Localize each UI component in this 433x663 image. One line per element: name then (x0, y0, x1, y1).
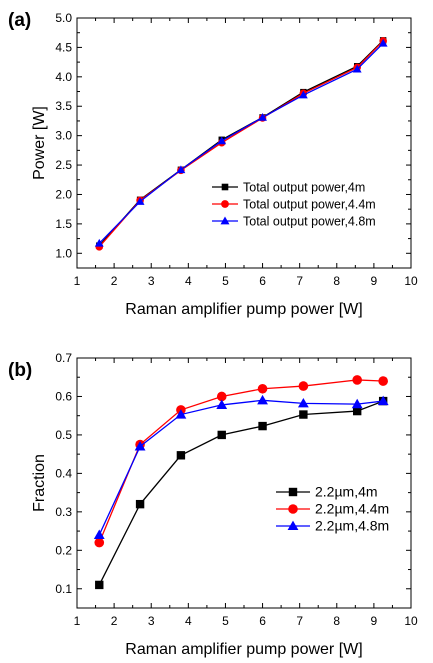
y-tick-label: 2.5 (55, 158, 72, 172)
legend-entry: Total output power,4.4m (243, 198, 376, 212)
chart-panel-a: (a) 1 2 3 4 5 6 7 8 9 10 1.0 1.5 2.0 2.5 3.0 3.5 4.0 4.5 5.… (8, 10, 418, 318)
y-tick-label: 3.5 (55, 99, 72, 113)
y-tick-label: 0.5 (55, 428, 72, 442)
legend-entry: Total output power,4.8m (243, 215, 376, 229)
data-point (176, 451, 186, 460)
legend-marker (288, 487, 298, 497)
series-line (98, 400, 384, 586)
data-point (94, 537, 105, 548)
y-tick-label: 0.6 (55, 389, 72, 403)
data-point (216, 399, 228, 409)
x-tick-label: 3 (148, 274, 155, 288)
series-2 (93, 394, 389, 539)
data-point (258, 421, 267, 431)
data-point (377, 395, 389, 406)
x-axis-title: Raman amplifier pump power [W] (125, 641, 362, 658)
x-tick-label: 2 (111, 614, 118, 628)
x-tick-label: 5 (222, 614, 229, 628)
series-line (98, 40, 384, 248)
y-tick-label: 2.0 (55, 187, 72, 201)
x-tick-label: 4 (185, 274, 192, 288)
plot-frame (76, 17, 412, 269)
y-tick-label: 1.5 (55, 217, 72, 231)
x-tick-label: 7 (296, 274, 303, 288)
y-tick-label: 4.5 (55, 40, 72, 54)
data-point (299, 410, 308, 419)
data-point (217, 136, 227, 145)
x-tick-label: 9 (371, 614, 378, 628)
data-point (135, 499, 145, 509)
y-tick-label: 0.1 (55, 582, 72, 596)
data-point (258, 113, 267, 121)
data-point (176, 165, 186, 174)
legend-marker (288, 504, 298, 514)
x-tick-label: 6 (259, 274, 266, 288)
y-tick-label: 5.0 (55, 11, 72, 25)
y-tick-label: 0.2 (55, 543, 72, 557)
data-point (175, 409, 187, 419)
data-point (298, 90, 308, 99)
legend-entry: 2.2µm,4.8m (315, 518, 389, 534)
y-tick-label: 3.0 (55, 129, 72, 143)
y-tick-label: 4.0 (55, 70, 72, 84)
y-tick-label: 0.7 (55, 351, 72, 365)
data-point (378, 38, 388, 47)
x-tick-label: 4 (185, 614, 192, 628)
series-line (98, 42, 384, 244)
x-axis-title: Raman amplifier pump power [W] (125, 301, 362, 318)
data-point (135, 197, 145, 205)
y-tick-label: 0.4 (55, 466, 72, 480)
data-point (217, 430, 226, 440)
legend-entry: Total output power,4m (243, 181, 365, 195)
data-point (352, 406, 362, 416)
panel-label: (a) (8, 10, 31, 31)
data-point (94, 238, 104, 247)
data-point (298, 381, 309, 391)
x-tick-label: 1 (74, 274, 81, 288)
data-point (352, 375, 362, 385)
legend-entry: 2.2µm,4m (315, 484, 378, 500)
x-tick-label: 8 (333, 274, 340, 288)
x-tick-label: 7 (296, 614, 303, 628)
series-0 (95, 396, 388, 590)
data-point (93, 529, 105, 539)
y-tick-label: 1.0 (55, 246, 72, 260)
series-line (98, 399, 384, 536)
legend-marker (220, 216, 230, 225)
data-point (257, 394, 268, 405)
legend-entry: 2.2µm,4.4m (315, 501, 389, 517)
data-point (216, 391, 227, 402)
chart-panel-b: (b) 1 2 3 4 5 6 7 8 9 10 0.1 0.2 0.3 0.4 0.5 0.6 0.7 Raman… (8, 351, 418, 658)
y-axis-title: Power [W] (31, 106, 48, 180)
x-tick-label: 10 (404, 614, 418, 628)
data-point (352, 64, 362, 73)
series-2 (94, 38, 388, 247)
x-tick-label: 10 (404, 274, 418, 288)
x-tick-label: 5 (222, 274, 229, 288)
x-tick-label: 9 (371, 274, 378, 288)
panel-label: (b) (8, 360, 32, 381)
y-axis-title: Fraction (31, 454, 48, 512)
legend-marker (287, 520, 299, 531)
data-point (297, 397, 309, 408)
legend-marker (221, 200, 229, 208)
data-point (134, 441, 146, 451)
series-line (98, 379, 384, 543)
data-point (257, 383, 268, 394)
x-tick-label: 1 (74, 614, 81, 628)
data-point (95, 580, 104, 590)
x-tick-label: 2 (111, 274, 118, 288)
x-tick-label: 3 (148, 614, 155, 628)
legend: Total output power,4m Total output power,… (212, 181, 376, 229)
legend-marker (221, 183, 229, 191)
series-1 (94, 375, 388, 548)
legend: 2.2µm,4m2.2µm,4.4m2.2µm,4.8m (276, 484, 389, 534)
data-point (351, 398, 363, 409)
data-point (378, 376, 388, 386)
x-tick-label: 8 (333, 614, 340, 628)
y-tick-label: 0.3 (55, 505, 72, 519)
x-tick-label: 6 (259, 614, 266, 628)
